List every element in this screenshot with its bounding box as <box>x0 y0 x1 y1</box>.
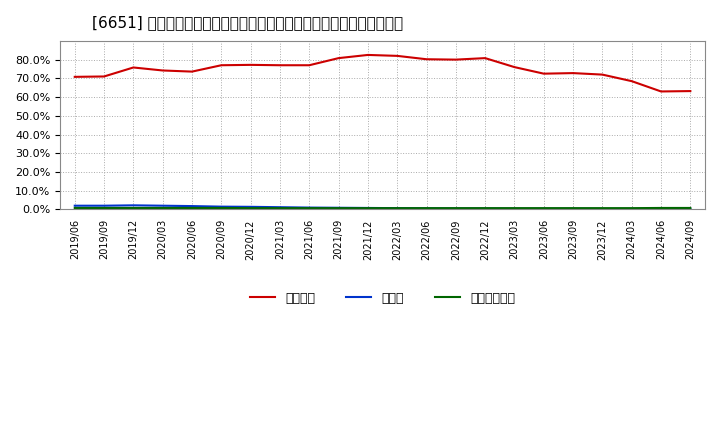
繰延税金資産 <box>276 205 284 211</box>
自己資本 <box>627 78 636 84</box>
自己資本 <box>422 57 431 62</box>
繰延税金資産 <box>539 205 548 211</box>
自己資本 <box>657 89 665 94</box>
のれん <box>686 206 695 212</box>
繰延税金資産 <box>158 205 167 211</box>
のれん <box>481 206 490 211</box>
のれん <box>657 206 665 212</box>
自己資本 <box>334 55 343 61</box>
自己資本 <box>510 65 519 70</box>
のれん <box>158 203 167 209</box>
のれん <box>334 205 343 210</box>
のれん <box>510 206 519 211</box>
のれん <box>364 205 372 211</box>
繰延税金資産 <box>364 205 372 211</box>
Line: 自己資本: 自己資本 <box>75 55 690 92</box>
自己資本 <box>569 70 577 76</box>
のれん <box>451 206 460 211</box>
自己資本 <box>539 71 548 76</box>
のれん <box>188 203 197 209</box>
自己資本 <box>158 68 167 73</box>
自己資本 <box>129 65 138 70</box>
自己資本 <box>481 55 490 61</box>
のれん <box>276 205 284 210</box>
自己資本 <box>246 62 255 67</box>
繰延税金資産 <box>71 205 79 211</box>
繰延税金資産 <box>422 205 431 211</box>
自己資本 <box>276 62 284 68</box>
繰延税金資産 <box>334 205 343 211</box>
自己資本 <box>598 72 607 77</box>
自己資本 <box>100 74 109 79</box>
のれん <box>627 206 636 212</box>
繰延税金資産 <box>217 205 225 211</box>
繰延税金資産 <box>598 205 607 211</box>
繰延税金資産 <box>686 205 695 211</box>
のれん <box>393 205 402 211</box>
繰延税金資産 <box>451 205 460 211</box>
のれん <box>539 206 548 211</box>
繰延税金資産 <box>246 205 255 211</box>
のれん <box>598 206 607 212</box>
自己資本 <box>364 52 372 58</box>
自己資本 <box>451 57 460 62</box>
自己資本 <box>305 62 314 68</box>
繰延税金資産 <box>100 205 109 211</box>
繰延税金資産 <box>510 205 519 211</box>
のれん <box>129 203 138 208</box>
繰延税金資産 <box>188 205 197 211</box>
繰延税金資産 <box>627 205 636 211</box>
繰延税金資産 <box>569 205 577 211</box>
のれん <box>305 205 314 210</box>
Line: のれん: のれん <box>75 205 690 209</box>
のれん <box>100 203 109 209</box>
Text: [6651] 自己資本、のれん、繰延税金資産の総資産に対する比率の推移: [6651] 自己資本、のれん、繰延税金資産の総資産に対する比率の推移 <box>92 15 403 30</box>
のれん <box>71 203 79 209</box>
Legend: 自己資本, のれん, 繰延税金資産: 自己資本, のれん, 繰延税金資産 <box>245 286 520 309</box>
自己資本 <box>71 74 79 80</box>
のれん <box>246 204 255 209</box>
自己資本 <box>188 69 197 74</box>
繰延税金資産 <box>657 205 665 211</box>
のれん <box>569 206 577 211</box>
自己資本 <box>393 53 402 59</box>
自己資本 <box>217 62 225 68</box>
繰延税金資産 <box>129 205 138 211</box>
自己資本 <box>686 88 695 94</box>
繰延税金資産 <box>393 205 402 211</box>
繰延税金資産 <box>305 205 314 211</box>
のれん <box>422 205 431 211</box>
のれん <box>217 204 225 209</box>
繰延税金資産 <box>481 205 490 211</box>
